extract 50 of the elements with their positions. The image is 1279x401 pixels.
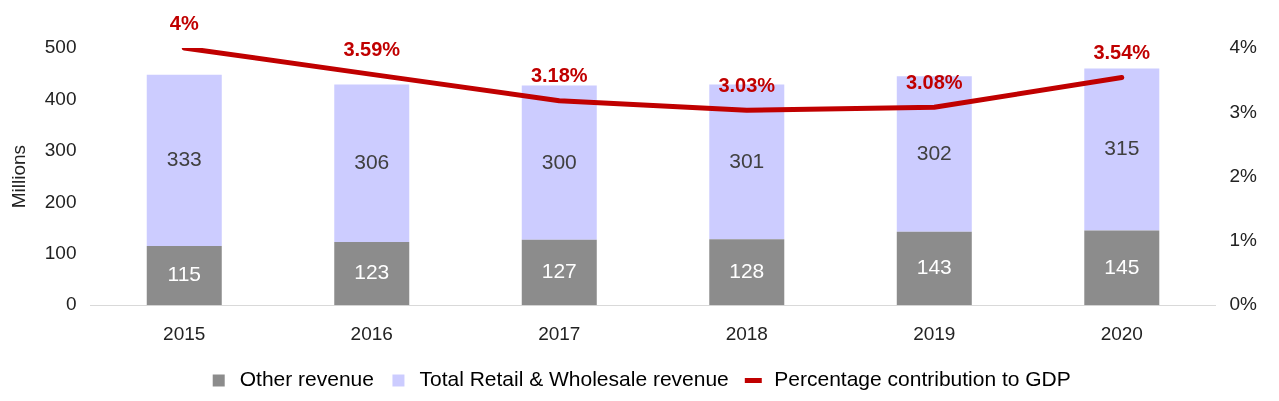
data-label: 315 bbox=[1104, 136, 1140, 160]
bar bbox=[709, 239, 785, 306]
bar bbox=[521, 85, 597, 240]
legend-label: Other revenue bbox=[239, 367, 374, 391]
data-label: 333 bbox=[166, 147, 202, 171]
bar bbox=[1084, 68, 1160, 231]
y2-tick-label: 2% bbox=[1229, 164, 1258, 186]
bar bbox=[1084, 230, 1160, 306]
data-label: 143 bbox=[916, 255, 952, 279]
data-label: 306 bbox=[354, 150, 390, 174]
y2-tick-label: 4% bbox=[1229, 36, 1258, 58]
x-tick-label: 2019 bbox=[913, 322, 956, 344]
bar bbox=[521, 239, 597, 306]
data-label: 3.03% bbox=[718, 73, 776, 96]
data-label: 128 bbox=[729, 259, 765, 283]
x-tick-label: 2018 bbox=[725, 322, 768, 344]
data-label: 301 bbox=[729, 148, 765, 172]
bar bbox=[896, 76, 972, 232]
y-axis-title: Millions bbox=[7, 144, 29, 209]
data-label: 3.08% bbox=[905, 70, 963, 93]
y-tick-label: 300 bbox=[44, 139, 77, 161]
data-label: 123 bbox=[354, 260, 390, 284]
y-tick-label: 200 bbox=[44, 190, 77, 212]
y-tick-label: 500 bbox=[44, 36, 77, 58]
data-label: 4% bbox=[169, 11, 199, 34]
data-label: 3.59% bbox=[343, 37, 401, 60]
bar bbox=[896, 231, 972, 306]
data-label: 115 bbox=[167, 262, 201, 286]
bar bbox=[334, 241, 410, 306]
x-tick-label: 2017 bbox=[538, 322, 581, 344]
data-label: 300 bbox=[541, 149, 577, 173]
data-label: 127 bbox=[541, 259, 577, 283]
bar bbox=[146, 74, 222, 247]
x-tick-label: 2016 bbox=[350, 322, 393, 344]
data-label: 3.54% bbox=[1093, 41, 1151, 64]
x-tick-label: 2020 bbox=[1100, 322, 1143, 344]
data-label: 145 bbox=[1104, 254, 1140, 278]
y2-tick-label: 1% bbox=[1229, 229, 1258, 251]
bar bbox=[146, 246, 222, 306]
legend-label: Total Retail & Wholesale revenue bbox=[419, 367, 729, 391]
data-label: 3.18% bbox=[530, 64, 588, 87]
y-tick-label: 400 bbox=[44, 87, 77, 109]
y2-tick-label: 0% bbox=[1229, 293, 1258, 315]
x-tick-label: 2015 bbox=[163, 322, 206, 344]
y-tick-label: 100 bbox=[44, 241, 77, 263]
data-label: 302 bbox=[916, 140, 952, 164]
y-tick-label: 0 bbox=[65, 293, 77, 315]
bar bbox=[334, 84, 410, 242]
legend-label: Percentage contribution to GDP bbox=[774, 367, 1071, 391]
y2-tick-label: 3% bbox=[1229, 100, 1258, 122]
